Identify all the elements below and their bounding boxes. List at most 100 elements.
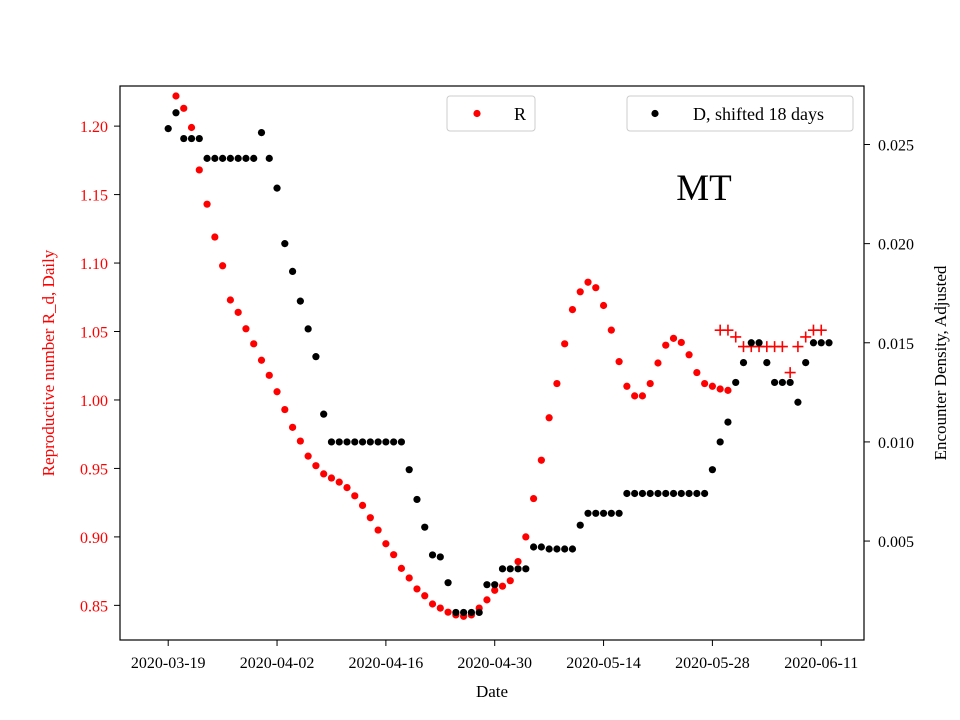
d-point (825, 339, 833, 347)
d-point (382, 438, 390, 446)
r-point (343, 484, 351, 492)
d-point (195, 134, 203, 143)
d-point (281, 240, 289, 248)
r-point (374, 526, 382, 534)
d-point (203, 154, 211, 162)
d-point (358, 438, 367, 446)
d-point (817, 339, 825, 347)
legend-r-box (446, 95, 536, 132)
d-point (211, 154, 219, 162)
r-point (219, 262, 227, 270)
plot-frame (119, 85, 865, 641)
r-point (242, 325, 250, 333)
left-y-tick-label: 1.00 (80, 393, 108, 410)
r-point (265, 371, 273, 379)
d-point (638, 489, 647, 498)
x-tick-label: 2020-04-02 (240, 655, 315, 672)
d-series (164, 109, 833, 617)
x-axis-label: Date (476, 682, 508, 701)
r-point (545, 414, 553, 422)
r-point (498, 582, 507, 590)
r-point (327, 474, 336, 482)
r-point (576, 288, 584, 296)
d-point (506, 565, 514, 573)
d-point (693, 489, 701, 498)
r-point (226, 296, 234, 304)
r-point (172, 92, 180, 100)
r-point (281, 405, 289, 414)
r-point (607, 326, 615, 334)
r-point (405, 574, 413, 582)
r-point (537, 456, 545, 464)
x-tick-label: 2020-05-28 (675, 655, 750, 672)
r-point (421, 592, 429, 600)
right-y-axis-label: Encounter Density, Adjusted (931, 265, 950, 460)
d-point (226, 154, 234, 162)
r-point (304, 452, 312, 460)
d-point (561, 545, 569, 553)
d-point (584, 509, 592, 517)
legend-d-box (626, 95, 854, 132)
r-point (358, 501, 367, 510)
r-point (568, 305, 577, 314)
d-point (522, 565, 530, 573)
r-point (669, 334, 678, 342)
r-point (631, 392, 639, 400)
r-point (257, 356, 266, 364)
d-point (545, 545, 553, 553)
r-point (724, 386, 732, 394)
left-y-tick-label: 1.10 (80, 256, 108, 273)
right-y-tick-label: 0.025 (878, 137, 914, 154)
r-point (203, 200, 211, 208)
d-point (763, 359, 771, 367)
d-point (802, 359, 810, 367)
left-y-tick-label: 1.20 (80, 119, 108, 136)
d-point (514, 565, 522, 573)
left-y-tick-label: 1.15 (80, 188, 108, 205)
d-point (662, 489, 670, 498)
d-point (576, 521, 584, 529)
d-point (421, 523, 429, 531)
r-point (428, 600, 437, 608)
r-point (351, 492, 359, 500)
r-point (491, 586, 499, 594)
d-point (685, 489, 693, 498)
r-point (553, 379, 561, 388)
r-point (514, 557, 522, 566)
x-tick-label: 2020-04-16 (349, 655, 424, 672)
d-point (320, 410, 328, 418)
r-point (436, 604, 444, 612)
r-point (390, 551, 398, 559)
d-point (288, 267, 297, 275)
r-point (382, 540, 390, 548)
d-point (654, 489, 662, 498)
r-point (483, 596, 491, 604)
left-y-tick-label: 0.90 (80, 530, 108, 547)
d-point (460, 608, 468, 617)
d-point (677, 489, 685, 498)
d-point (623, 489, 631, 498)
d-point (475, 608, 483, 617)
d-point (343, 438, 351, 446)
d-point (599, 509, 608, 517)
d-point (786, 378, 794, 387)
right-y-tick-label: 0.020 (878, 237, 914, 254)
left-y-axis: 0.85 0.90 0.95 1.00 1.05 1.10 1.15 1.20 (80, 119, 120, 615)
d-point (234, 154, 242, 162)
r-point (288, 423, 297, 431)
r-point (646, 379, 654, 388)
left-y-tick-label: 0.85 (80, 598, 108, 615)
r-point (187, 123, 196, 132)
r-projected-point (815, 324, 827, 336)
d-point (568, 545, 577, 553)
r-point (211, 233, 219, 241)
d-point (553, 545, 561, 553)
d-point (615, 509, 623, 517)
d-point (436, 553, 444, 561)
d-point (219, 154, 227, 162)
r-point (638, 392, 647, 400)
x-tick-label: 2020-06-11 (784, 655, 858, 672)
r-point (444, 608, 452, 616)
r-point (701, 379, 709, 388)
